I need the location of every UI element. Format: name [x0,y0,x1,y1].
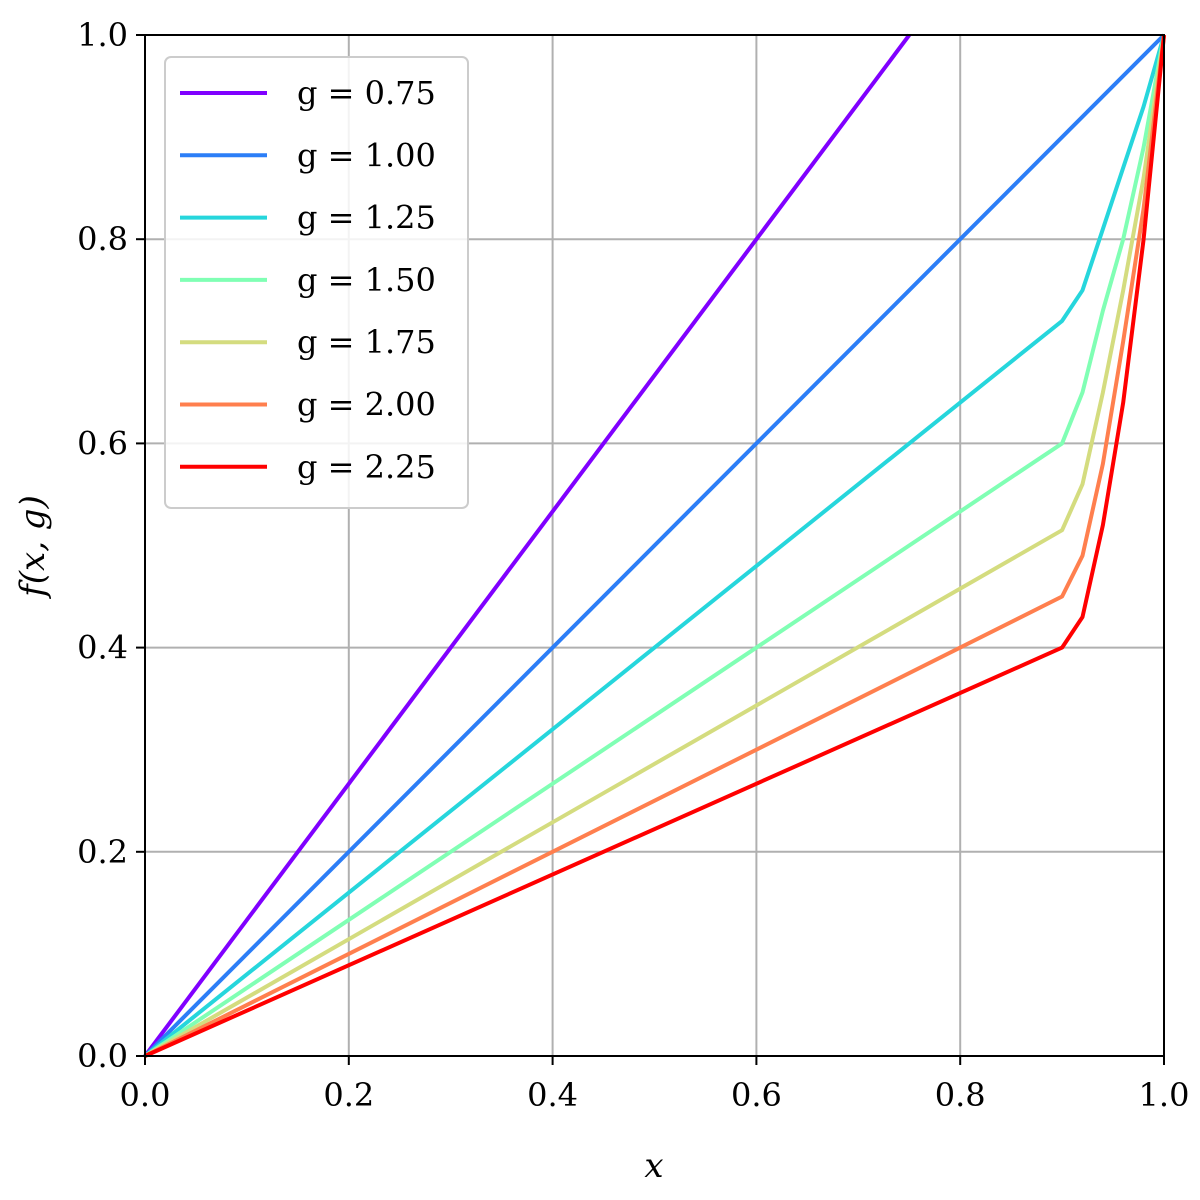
series-line [144,34,1166,1058]
y-tick-label: 0.6 [77,424,128,462]
x-tick-label: 0.2 [323,1076,374,1114]
legend-label: g = 1.00 [297,136,436,174]
x-tick-label: 0.4 [527,1076,578,1114]
legend-frame [164,56,469,509]
series-group [143,33,1166,1058]
legend-label: g = 2.00 [297,386,436,424]
x-tick-label: 0.0 [120,1076,171,1114]
x-axis-label: x [644,1146,663,1186]
legend-label: g = 1.75 [297,323,436,361]
grid [144,34,1165,1057]
ticks: 0.0 0.2 0.4 0.6 0.8 1.0 0.0 0.2 0.4 0.6 0.8 1.0 [77,16,1189,1114]
y-tick-label: 1.0 [77,16,128,54]
legend-label: g = 1.50 [297,261,436,299]
series-line [144,34,1166,1058]
series-line [143,33,1166,1058]
series-line [143,33,911,1058]
y-tick-label: 0.2 [77,833,128,871]
series-line [143,34,1166,1058]
y-tick-label: 0.0 [77,1037,128,1075]
x-tick-label: 1.0 [1139,1076,1190,1114]
x-tick-label: 0.6 [731,1076,782,1114]
legend-label: g = 1.25 [297,199,436,237]
x-tick-label: 0.8 [935,1076,986,1114]
legend-label: g = 2.25 [297,448,436,486]
y-axis-label: f(x, g) [13,495,53,600]
legend: g = 0.75 g = 1.00 g = 1.25 g = 1.50 g = 1.75… [164,56,469,509]
series-line [144,34,1166,1058]
series-line [143,34,1166,1058]
y-tick-label: 0.4 [77,629,128,667]
legend-label: g = 0.75 [297,74,436,112]
y-tick-label: 0.8 [77,220,128,258]
plot-frame [144,34,1165,1057]
